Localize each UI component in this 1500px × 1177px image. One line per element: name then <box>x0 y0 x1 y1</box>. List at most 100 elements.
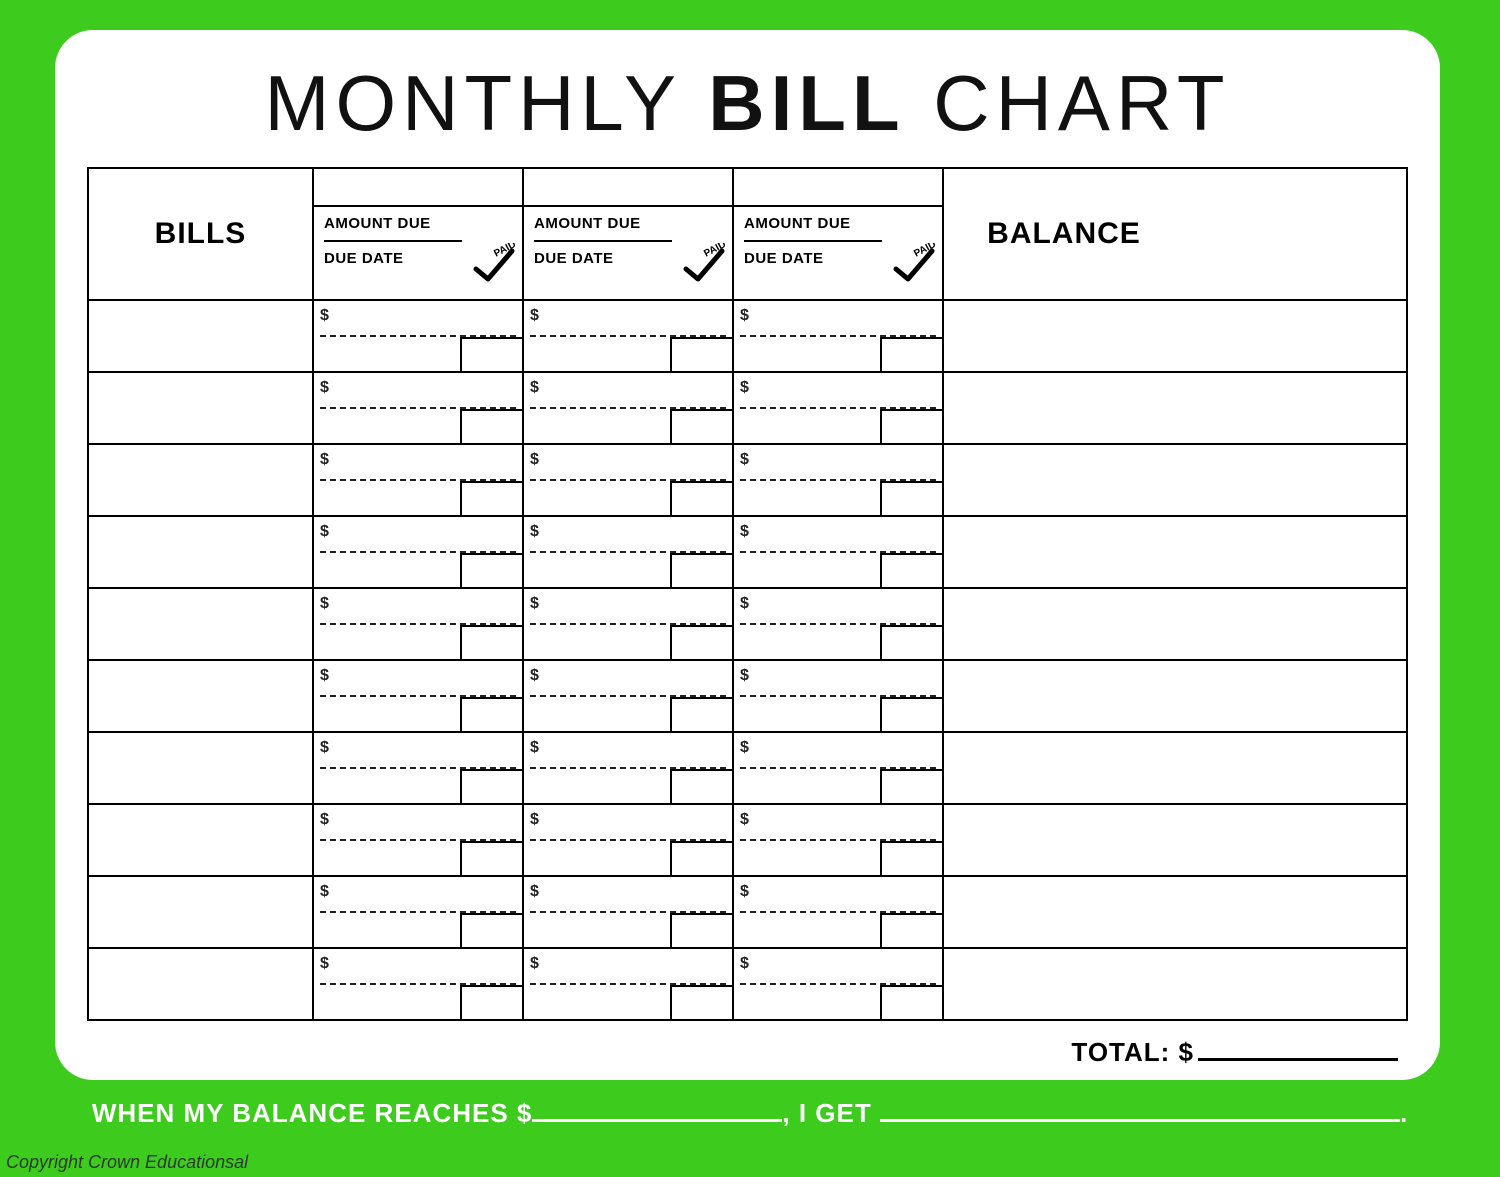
goal-amount-blank[interactable] <box>532 1119 782 1122</box>
paid-checkbox[interactable] <box>460 553 522 587</box>
month-cell[interactable]: $ <box>734 733 944 803</box>
paid-checkbox[interactable] <box>670 409 732 443</box>
month-cell[interactable]: $ <box>734 805 944 875</box>
total-label: TOTAL: $ <box>1071 1037 1194 1067</box>
balance-cell[interactable] <box>944 805 1184 875</box>
table-row: $$$ <box>89 659 1406 731</box>
balance-cell[interactable] <box>944 589 1184 659</box>
month-cell[interactable]: $ <box>524 949 734 1019</box>
total-line: TOTAL: $ <box>87 1037 1408 1068</box>
bill-name-cell[interactable] <box>89 445 314 515</box>
paid-check-icon: PAID <box>892 243 936 287</box>
paid-checkbox[interactable] <box>880 409 942 443</box>
paid-checkbox[interactable] <box>460 625 522 659</box>
bill-name-cell[interactable] <box>89 661 314 731</box>
bill-grid: BILLS AMOUNT DUE DUE DATE PAID AMOUNT DU… <box>87 167 1408 1021</box>
balance-cell[interactable] <box>944 445 1184 515</box>
month-cell[interactable]: $ <box>734 373 944 443</box>
month-cell[interactable]: $ <box>734 589 944 659</box>
month-cell[interactable]: $ <box>524 445 734 515</box>
balance-cell[interactable] <box>944 517 1184 587</box>
paid-checkbox[interactable] <box>880 697 942 731</box>
paid-checkbox[interactable] <box>880 625 942 659</box>
paid-checkbox[interactable] <box>460 409 522 443</box>
bill-name-cell[interactable] <box>89 589 314 659</box>
paid-checkbox[interactable] <box>670 985 732 1019</box>
month-cell[interactable]: $ <box>524 373 734 443</box>
balance-cell[interactable] <box>944 949 1184 1019</box>
paid-checkbox[interactable] <box>670 913 732 947</box>
bill-name-cell[interactable] <box>89 517 314 587</box>
bill-name-cell[interactable] <box>89 877 314 947</box>
balance-cell[interactable] <box>944 661 1184 731</box>
paid-checkbox[interactable] <box>460 985 522 1019</box>
month-name-slot[interactable] <box>524 169 732 207</box>
currency-symbol: $ <box>530 883 539 901</box>
month-cell[interactable]: $ <box>314 949 524 1019</box>
month-cell[interactable]: $ <box>734 301 944 371</box>
month-cell[interactable]: $ <box>524 589 734 659</box>
paid-checkbox[interactable] <box>670 697 732 731</box>
month-cell[interactable]: $ <box>314 733 524 803</box>
month-cell[interactable]: $ <box>734 877 944 947</box>
month-cell[interactable]: $ <box>524 301 734 371</box>
goal-part1: WHEN MY BALANCE REACHES $ <box>92 1098 533 1128</box>
month-name-slot[interactable] <box>734 169 942 207</box>
paid-checkbox[interactable] <box>880 913 942 947</box>
goal-reward-blank[interactable] <box>880 1119 1400 1122</box>
bill-name-cell[interactable] <box>89 733 314 803</box>
paid-checkbox[interactable] <box>460 337 522 371</box>
month-cell[interactable]: $ <box>734 661 944 731</box>
month-cell[interactable]: $ <box>314 805 524 875</box>
bill-name-cell[interactable] <box>89 301 314 371</box>
currency-symbol: $ <box>740 379 749 397</box>
paid-checkbox[interactable] <box>880 769 942 803</box>
paid-check-icon: PAID <box>682 243 726 287</box>
balance-cell[interactable] <box>944 373 1184 443</box>
month-cell[interactable]: $ <box>314 589 524 659</box>
month-cell[interactable]: $ <box>524 517 734 587</box>
paid-checkbox[interactable] <box>460 481 522 515</box>
month-cell[interactable]: $ <box>524 661 734 731</box>
month-cell[interactable]: $ <box>524 805 734 875</box>
paid-checkbox[interactable] <box>880 337 942 371</box>
paid-checkbox[interactable] <box>670 769 732 803</box>
month-name-slot[interactable] <box>314 169 522 207</box>
paid-checkbox[interactable] <box>670 625 732 659</box>
label-amount-due: AMOUNT DUE <box>534 215 722 232</box>
paid-checkbox[interactable] <box>880 985 942 1019</box>
paid-checkbox[interactable] <box>880 841 942 875</box>
month-cell[interactable]: $ <box>524 877 734 947</box>
month-cell[interactable]: $ <box>314 517 524 587</box>
paid-checkbox[interactable] <box>670 553 732 587</box>
paid-checkbox[interactable] <box>880 481 942 515</box>
balance-cell[interactable] <box>944 733 1184 803</box>
currency-symbol: $ <box>320 307 329 325</box>
month-cell[interactable]: $ <box>314 445 524 515</box>
month-cell[interactable]: $ <box>314 877 524 947</box>
paid-checkbox[interactable] <box>670 481 732 515</box>
goal-line: WHEN MY BALANCE REACHES $, I GET . <box>0 1098 1500 1129</box>
month-cell[interactable]: $ <box>524 733 734 803</box>
month-cell[interactable]: $ <box>734 517 944 587</box>
bill-name-cell[interactable] <box>89 373 314 443</box>
balance-cell[interactable] <box>944 301 1184 371</box>
paid-checkbox[interactable] <box>880 553 942 587</box>
bill-name-cell[interactable] <box>89 805 314 875</box>
month-cell[interactable]: $ <box>314 301 524 371</box>
month-cell[interactable]: $ <box>314 373 524 443</box>
paid-checkbox[interactable] <box>460 841 522 875</box>
month-cell[interactable]: $ <box>314 661 524 731</box>
paid-checkbox[interactable] <box>460 913 522 947</box>
paid-checkbox[interactable] <box>670 841 732 875</box>
paid-checkbox[interactable] <box>460 769 522 803</box>
balance-cell[interactable] <box>944 877 1184 947</box>
month-cell[interactable]: $ <box>734 445 944 515</box>
bill-name-cell[interactable] <box>89 949 314 1019</box>
paid-checkbox[interactable] <box>460 697 522 731</box>
currency-symbol: $ <box>740 523 749 541</box>
table-row: $$$ <box>89 947 1406 1019</box>
total-blank[interactable] <box>1198 1058 1398 1061</box>
month-cell[interactable]: $ <box>734 949 944 1019</box>
paid-checkbox[interactable] <box>670 337 732 371</box>
